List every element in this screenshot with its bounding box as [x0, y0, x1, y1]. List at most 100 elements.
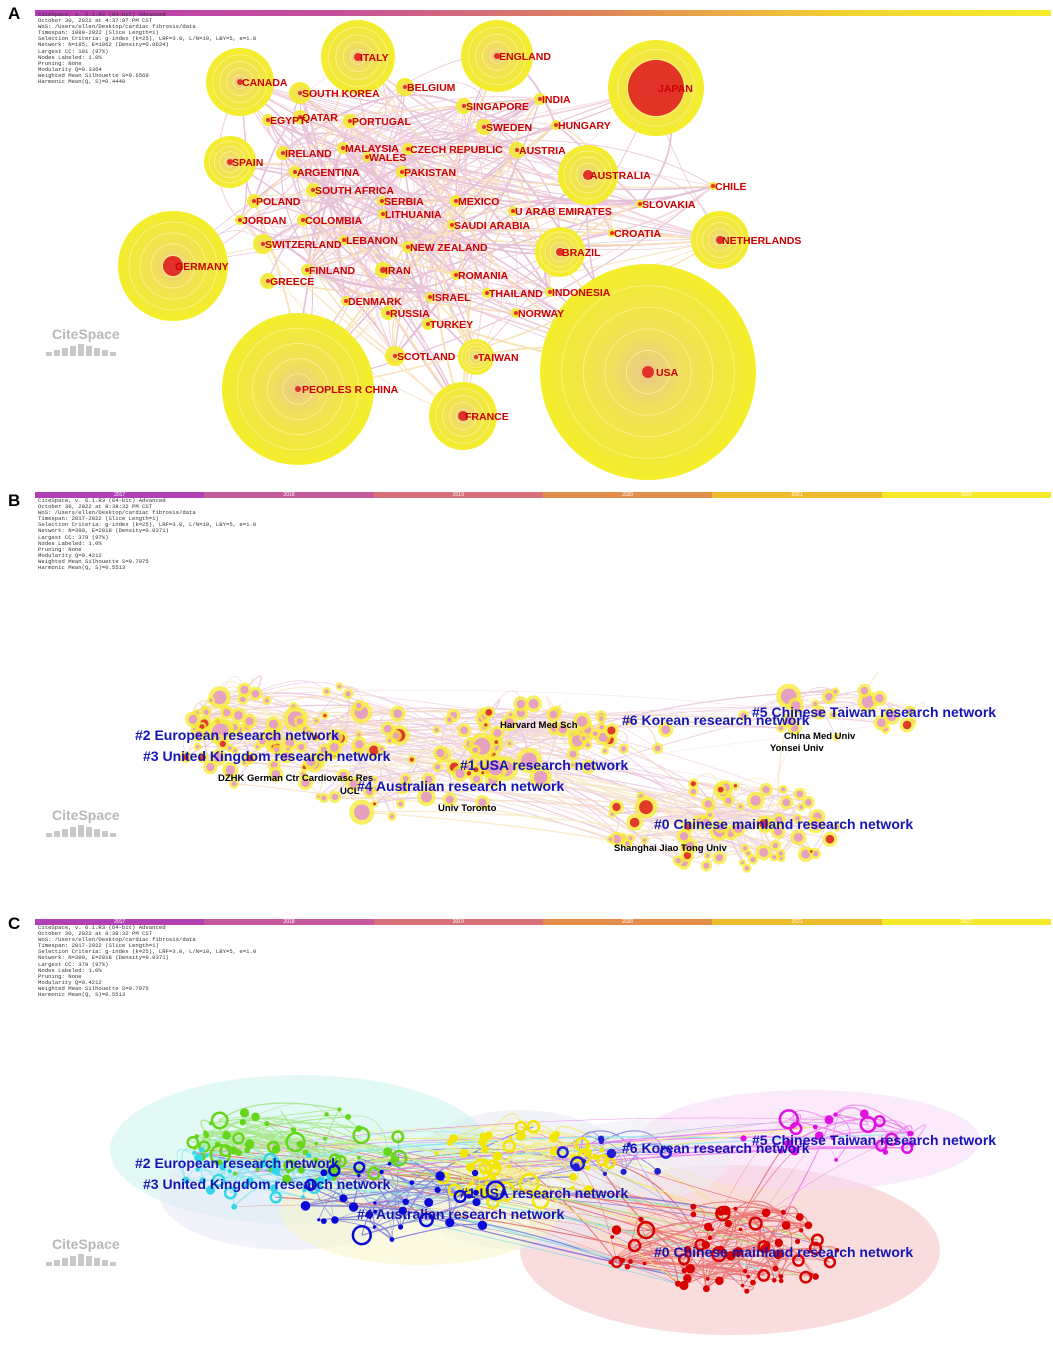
institution-node [762, 786, 770, 794]
coauthorship-link [622, 806, 741, 838]
collaboration-link [309, 118, 351, 191]
coauthorship-link [323, 1172, 470, 1197]
institution-node [654, 745, 661, 752]
coauthorship-link [683, 1213, 724, 1286]
institution-node [494, 1163, 499, 1168]
coauthorship-link [402, 787, 767, 822]
collaboration-link [262, 233, 488, 294]
country-node-core [556, 248, 564, 256]
collaboration-link [404, 86, 467, 202]
coauthorship-link [339, 685, 477, 770]
timeline-year-segment: 2021 [712, 492, 882, 498]
coauthorship-link [329, 1176, 483, 1226]
coauthorship-link [794, 686, 836, 729]
institution-node [227, 1169, 232, 1174]
country-node-year-ring [468, 349, 484, 365]
coauthorship-link [453, 1137, 558, 1153]
institution-node [702, 818, 710, 826]
collaboration-link [306, 98, 541, 271]
country-label: RUSSIA [390, 308, 430, 320]
institution-node [274, 747, 280, 753]
coauthorship-link [197, 746, 305, 768]
institution-node [526, 1120, 541, 1134]
country-node [206, 48, 274, 116]
institution-node [304, 1178, 317, 1191]
country-node-core [515, 148, 519, 152]
institution-node [772, 843, 779, 849]
institution-node [313, 735, 319, 740]
institution-node [603, 1156, 616, 1170]
coauthorship-link [436, 1151, 510, 1167]
collaboration-link [267, 119, 517, 314]
country-node-core [281, 151, 285, 155]
collaboration-link [451, 185, 460, 226]
coauthorship-link [196, 1135, 277, 1150]
collaboration-link [229, 124, 557, 166]
institution-node [780, 1209, 786, 1215]
institution-node [791, 701, 801, 711]
institution-node [264, 698, 270, 703]
institution-node [612, 834, 621, 844]
country-node-core [450, 223, 454, 227]
institution-node [620, 1168, 627, 1175]
coauthorship-link [316, 1109, 340, 1183]
country-node-year-ring [561, 285, 735, 459]
coauthorship-link [634, 813, 838, 828]
collaboration-link [342, 147, 551, 293]
country-node-year-ring [208, 140, 252, 184]
institution-node [740, 712, 747, 719]
collaboration-link [343, 229, 721, 241]
institution-node [219, 740, 226, 747]
institution-node [271, 734, 279, 742]
country-node-year-ring [350, 49, 366, 65]
coauthorship-link [204, 1144, 400, 1159]
collaboration-link [306, 149, 518, 271]
institution-node [796, 790, 804, 798]
institution-node [242, 1183, 247, 1188]
country-label: NORWAY [518, 308, 564, 320]
collaboration-link [507, 124, 557, 212]
institution-node [285, 1131, 306, 1153]
coauthorship-link [755, 1205, 787, 1224]
institution-node [195, 745, 200, 749]
institution-node [297, 1166, 305, 1174]
coauthorship-link [600, 1138, 627, 1172]
collaboration-link [294, 171, 325, 271]
country-label: SOUTH KOREA [302, 88, 380, 100]
coauthorship-link [644, 1253, 746, 1272]
collaboration-link [302, 219, 464, 417]
collaboration-link [382, 213, 551, 293]
coauthorship-link [318, 776, 429, 798]
coauthorship-link [323, 797, 628, 845]
country-label: GREECE [270, 276, 314, 288]
institution-node [860, 1109, 869, 1118]
collaboration-link [282, 152, 389, 314]
institution-node [373, 1209, 378, 1214]
country-label: LEBANON [346, 235, 398, 247]
institution-node [825, 692, 833, 701]
country-node-core [428, 295, 432, 299]
institution-node [778, 1109, 799, 1130]
collaboration-link [262, 98, 541, 245]
coauthorship-link [835, 1114, 869, 1125]
institution-node [781, 787, 786, 792]
country-node [378, 209, 388, 219]
institution-node [799, 1270, 813, 1284]
institution-node [472, 775, 481, 783]
collaboration-link [267, 87, 657, 129]
coauthorship-link [249, 1171, 330, 1182]
coauthorship-link [687, 1206, 705, 1250]
institution-node [706, 854, 710, 858]
coauthorship-link [475, 1192, 688, 1279]
collaboration-link [407, 148, 457, 276]
country-node [362, 152, 372, 162]
country-node [289, 82, 311, 104]
institution-node [222, 1131, 231, 1140]
coauthorship-link [210, 1178, 319, 1191]
institution-node [715, 854, 724, 862]
institution-node [715, 1276, 724, 1285]
citespace-logo: CiteSpace [52, 807, 120, 823]
coauthorship-link [440, 752, 622, 838]
country-node-core [711, 184, 715, 188]
institution-node [611, 1225, 622, 1235]
